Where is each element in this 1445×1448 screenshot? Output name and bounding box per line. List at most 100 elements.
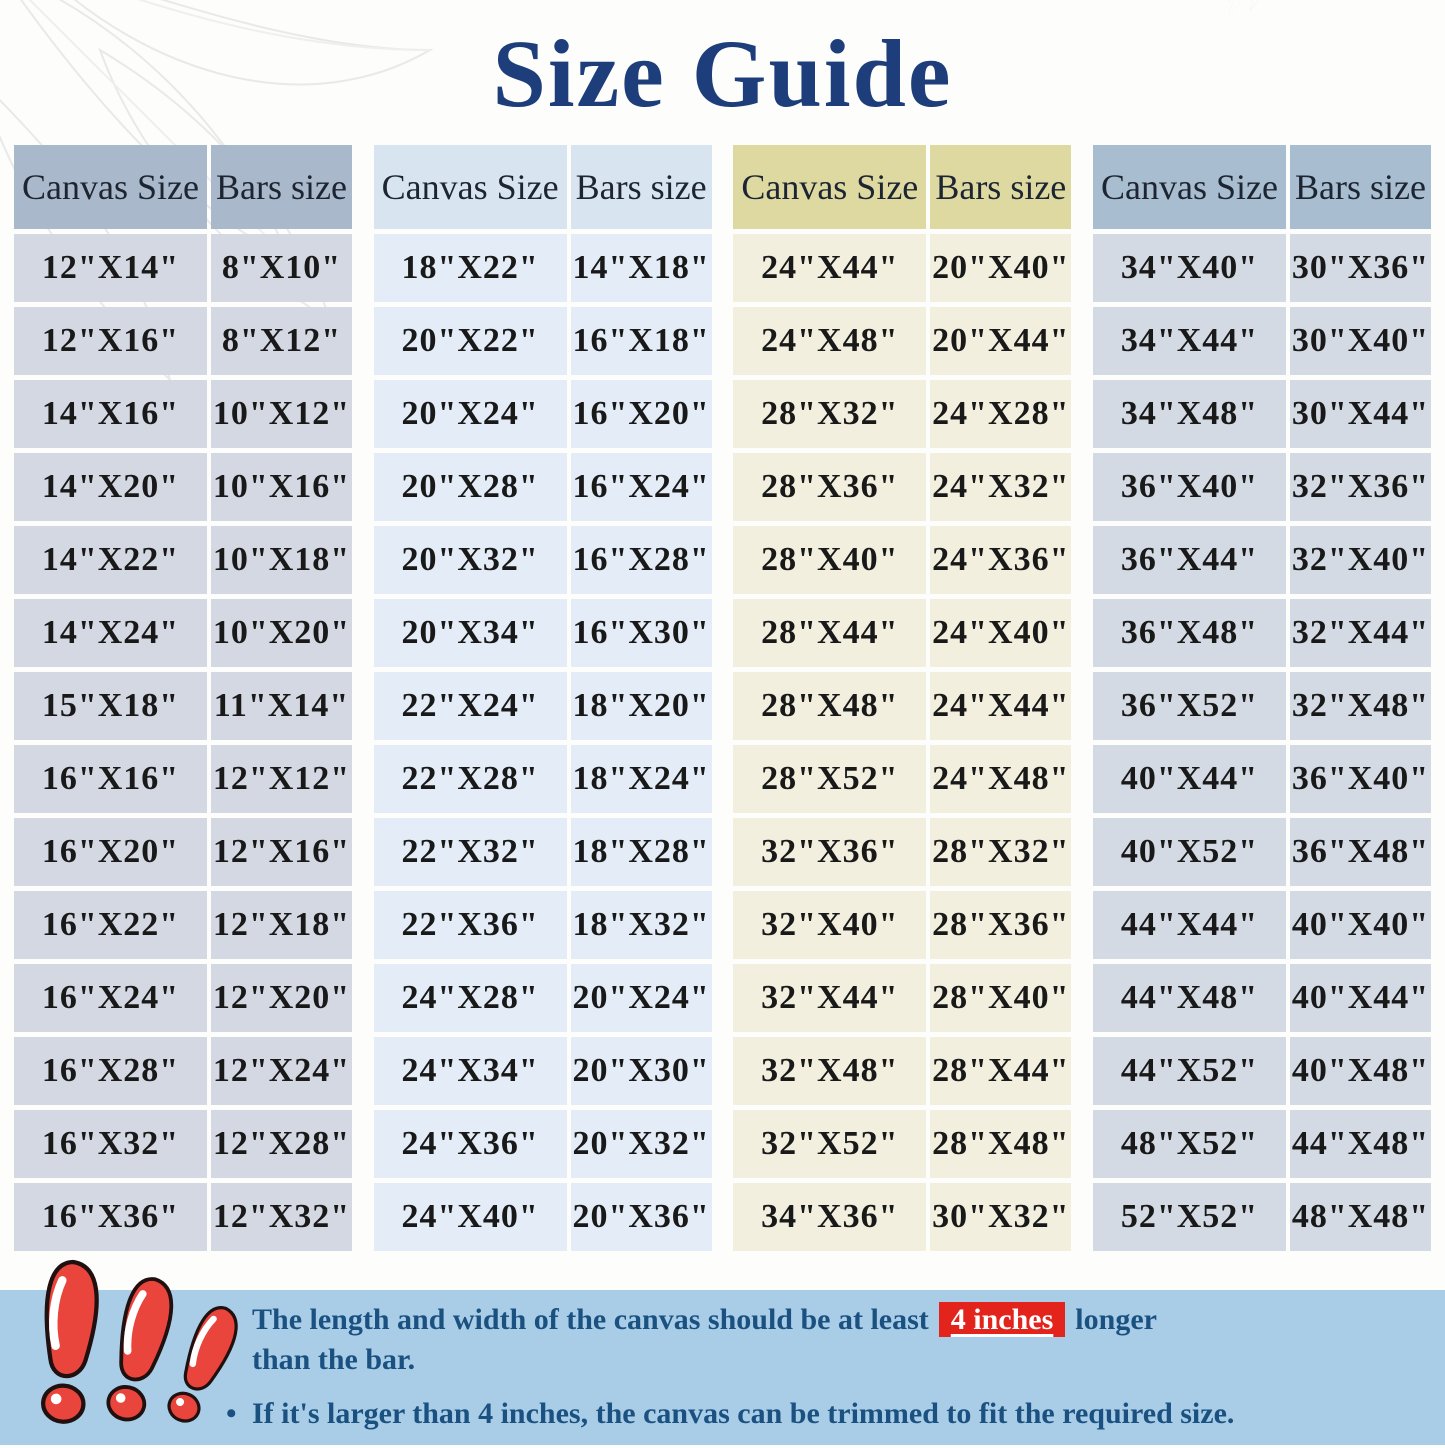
four-inches-highlight: 4 inches	[938, 1302, 1066, 1337]
canvas-size-cell: 36"X44"	[1092, 526, 1286, 594]
bars-size-cell: 10"X12"	[211, 380, 352, 448]
bars-size-cell: 16"X18"	[570, 307, 712, 375]
canvas-size-cell: 32"X44"	[733, 964, 927, 1032]
table-row: 44"X44" 40"X40"	[1092, 891, 1431, 959]
bars-size-cell: 20"X30"	[570, 1037, 712, 1105]
canvas-size-cell: 16"X28"	[14, 1037, 207, 1105]
table-row: 32"X44" 28"X40"	[733, 964, 1072, 1032]
canvas-size-cell: 16"X36"	[14, 1183, 207, 1251]
bars-size-cell: 20"X44"	[930, 307, 1072, 375]
footer-strip	[0, 1290, 1445, 1445]
size-table-group-4: Canvas Size Bars size 34"X40" 30"X36" 34"X…	[1092, 145, 1431, 1256]
canvas-size-cell: 18"X22"	[373, 234, 567, 302]
table-row: 14"X22" 10"X18"	[14, 526, 352, 594]
canvas-size-cell: 48"X52"	[1092, 1110, 1286, 1178]
bars-size-cell: 12"X24"	[211, 1037, 352, 1105]
table-row: 36"X52" 32"X48"	[1092, 672, 1431, 740]
table-row: 14"X16" 10"X12"	[14, 380, 352, 448]
bars-size-cell: 18"X32"	[570, 891, 712, 959]
canvas-size-cell: 52"X52"	[1092, 1183, 1286, 1251]
bars-size-cell: 8"X12"	[211, 307, 352, 375]
table-row: 28"X32" 24"X28"	[733, 380, 1072, 448]
canvas-size-cell: 32"X52"	[733, 1110, 927, 1178]
table-row: 36"X40" 32"X36"	[1092, 453, 1431, 521]
canvas-size-cell: 28"X36"	[733, 453, 927, 521]
bullet-icon: •	[226, 1397, 237, 1430]
bars-size-cell: 10"X18"	[211, 526, 352, 594]
size-table-group-3: Canvas Size Bars size 24"X44" 20"X40" 24"X…	[733, 145, 1072, 1256]
note-trimming: • If it's larger than 4 inches, the canv…	[226, 1394, 1426, 1434]
canvas-size-cell: 14"X20"	[14, 453, 207, 521]
bars-size-cell: 28"X48"	[930, 1110, 1072, 1178]
size-table-group-1: Canvas Size Bars size 12"X14" 8"X10" 12"X1…	[14, 145, 352, 1256]
bars-size-cell: 32"X40"	[1289, 526, 1431, 594]
table-row: 12"X14" 8"X10"	[14, 234, 352, 302]
bars-size-cell: 24"X32"	[930, 453, 1072, 521]
table-row: 48"X52" 44"X48"	[1092, 1110, 1431, 1178]
bars-size-cell: 16"X24"	[570, 453, 712, 521]
canvas-size-cell: 16"X32"	[14, 1110, 207, 1178]
table-row: 22"X24" 18"X20"	[373, 672, 712, 740]
canvas-size-cell: 16"X20"	[14, 818, 207, 886]
table-row: 32"X40" 28"X36"	[733, 891, 1072, 959]
bars-size-cell: 16"X20"	[570, 380, 712, 448]
bars-size-cell: 18"X24"	[570, 745, 712, 813]
table-row: 34"X48" 30"X44"	[1092, 380, 1431, 448]
canvas-size-cell: 36"X40"	[1092, 453, 1286, 521]
note-text-pre: The length and width of the canvas shoul…	[252, 1303, 929, 1336]
bars-size-cell: 24"X48"	[930, 745, 1072, 813]
bars-size-header: Bars size	[930, 145, 1072, 229]
bars-size-cell: 12"X16"	[211, 818, 352, 886]
bars-size-cell: 8"X10"	[211, 234, 352, 302]
canvas-size-cell: 22"X28"	[373, 745, 567, 813]
canvas-size-cell: 22"X24"	[373, 672, 567, 740]
canvas-size-cell: 24"X48"	[733, 307, 927, 375]
table-row: 28"X36" 24"X32"	[733, 453, 1072, 521]
bars-size-cell: 40"X44"	[1289, 964, 1431, 1032]
table-row: 28"X52" 24"X48"	[733, 745, 1072, 813]
table-body: 18"X22" 14"X18" 20"X22" 16"X18" 20"X24" 16"X2…	[373, 234, 712, 1251]
leaf-decoration-top-right	[1227, 0, 1276, 16]
table-row: 32"X52" 28"X48"	[733, 1110, 1072, 1178]
bars-size-cell: 32"X36"	[1289, 453, 1431, 521]
bars-size-cell: 16"X30"	[570, 599, 712, 667]
canvas-size-cell: 32"X36"	[733, 818, 927, 886]
bars-size-cell: 32"X44"	[1289, 599, 1431, 667]
note-text-line2: than the bar.	[252, 1343, 416, 1376]
page-title: Size Guide	[492, 20, 953, 127]
table-row: 20"X24" 16"X20"	[373, 380, 712, 448]
canvas-size-cell: 20"X28"	[373, 453, 567, 521]
canvas-size-cell: 20"X32"	[373, 526, 567, 594]
canvas-size-cell: 32"X48"	[733, 1037, 927, 1105]
bars-size-cell: 40"X40"	[1289, 891, 1431, 959]
bars-size-cell: 30"X32"	[930, 1183, 1072, 1251]
canvas-size-cell: 36"X52"	[1092, 672, 1286, 740]
table-row: 28"X44" 24"X40"	[733, 599, 1072, 667]
bars-size-cell: 10"X20"	[211, 599, 352, 667]
canvas-size-cell: 20"X22"	[373, 307, 567, 375]
table-row: 20"X34" 16"X30"	[373, 599, 712, 667]
size-tables-container: Canvas Size Bars size 12"X14" 8"X10" 12"X1…	[14, 145, 1431, 1256]
table-row: 28"X40" 24"X36"	[733, 526, 1072, 594]
table-row: 24"X36" 20"X32"	[373, 1110, 712, 1178]
table-row: 32"X36" 28"X32"	[733, 818, 1072, 886]
canvas-size-cell: 16"X16"	[14, 745, 207, 813]
note-canvas-length: • The length and width of the canvas sho…	[226, 1300, 1426, 1380]
table-header-row: Canvas Size Bars size	[733, 145, 1072, 229]
bars-size-cell: 24"X36"	[930, 526, 1072, 594]
table-header-row: Canvas Size Bars size	[373, 145, 712, 229]
bars-size-cell: 48"X48"	[1289, 1183, 1431, 1251]
table-row: 18"X22" 14"X18"	[373, 234, 712, 302]
table-row: 24"X34" 20"X30"	[373, 1037, 712, 1105]
canvas-size-cell: 16"X22"	[14, 891, 207, 959]
table-row: 20"X22" 16"X18"	[373, 307, 712, 375]
canvas-size-cell: 22"X36"	[373, 891, 567, 959]
canvas-size-cell: 28"X52"	[733, 745, 927, 813]
table-row: 24"X28" 20"X24"	[373, 964, 712, 1032]
table-row: 12"X16" 8"X12"	[14, 307, 352, 375]
bars-size-cell: 12"X18"	[211, 891, 352, 959]
bars-size-cell: 12"X12"	[211, 745, 352, 813]
bars-size-cell: 30"X40"	[1289, 307, 1431, 375]
bars-size-cell: 12"X32"	[211, 1183, 352, 1251]
canvas-size-cell: 24"X44"	[733, 234, 927, 302]
